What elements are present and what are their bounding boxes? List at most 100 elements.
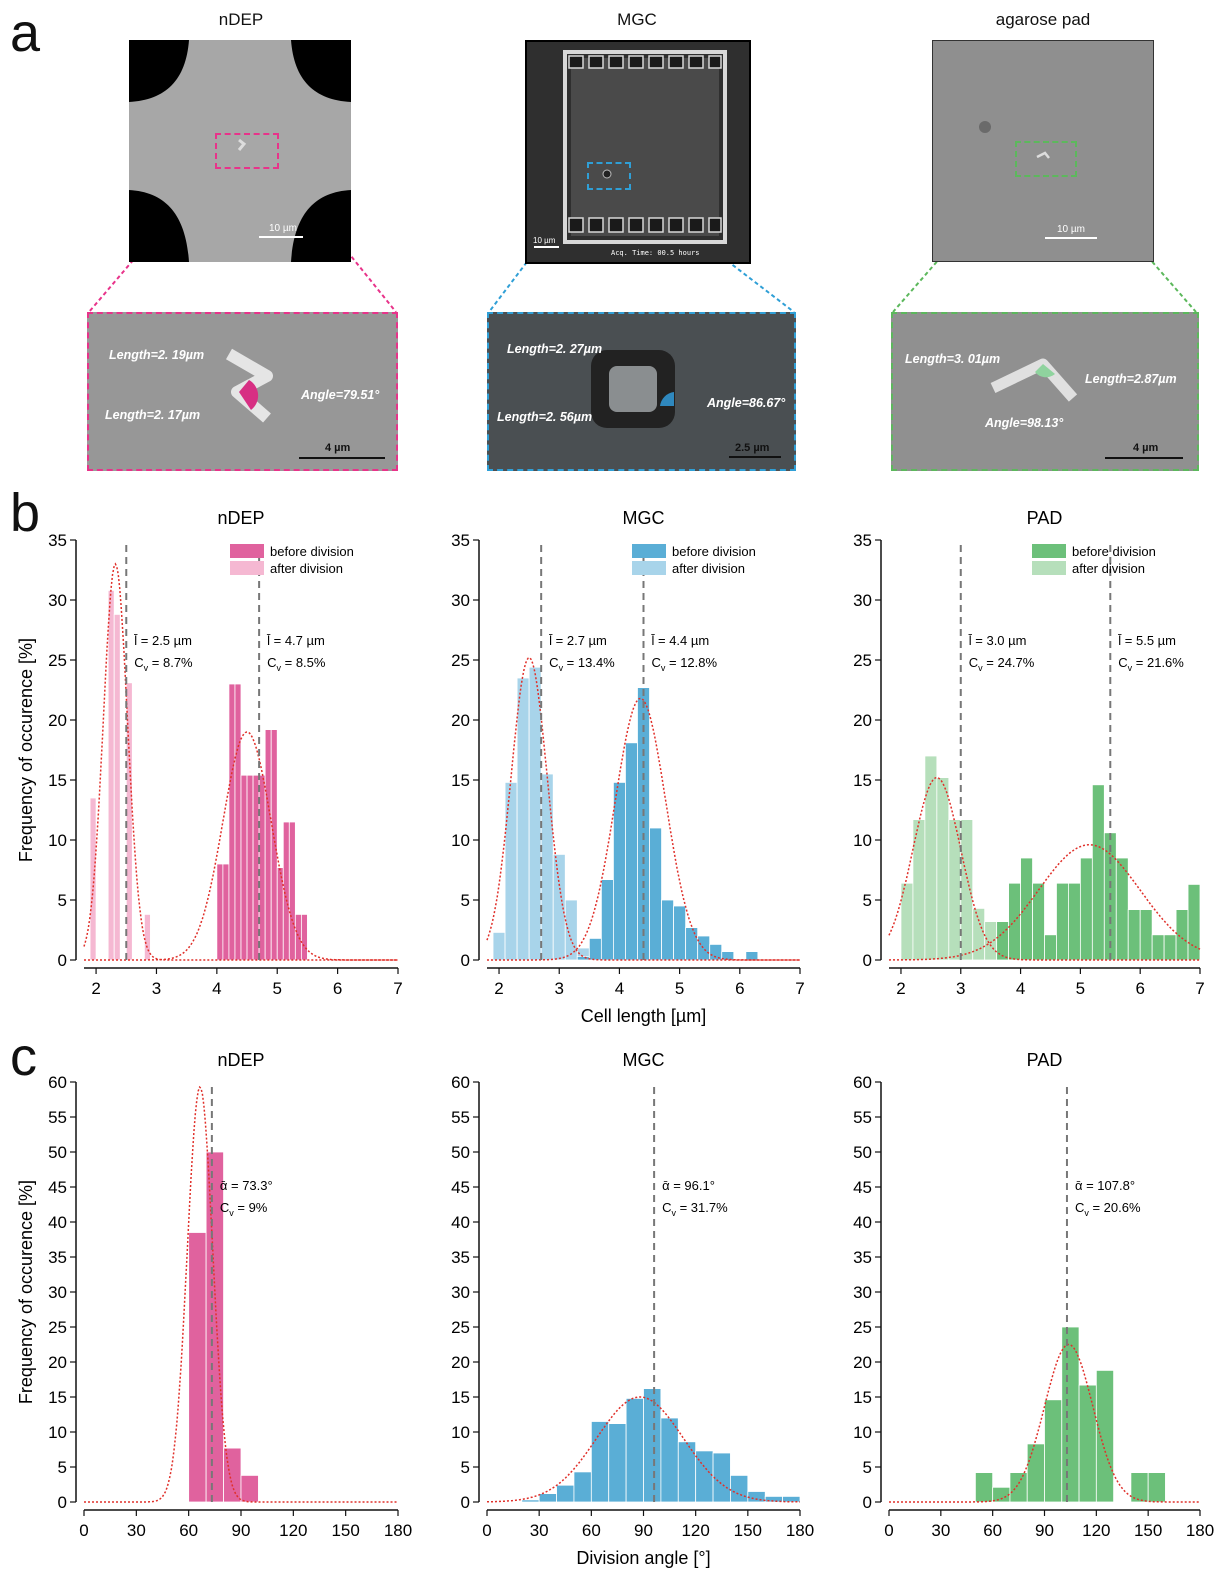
mgc-zoom-scale-bar [729,456,781,458]
panel-letter-b: b [10,483,41,543]
chart-b-pad-before-bar [1068,882,1081,961]
agarose-pad-angle-label: Angle=98.13° [985,416,1064,430]
chart-b-mgc-after-bar [492,932,506,961]
chart-b-ndep-cv-label-1: Cv = 8.5% [267,655,326,673]
chart-c-pad-bar [1044,1399,1063,1503]
chart-b-pad-after-bar [936,777,950,961]
mgc-acq-time: Acq. Time: 00.5 hours [611,249,700,257]
chart-c-mgc-bar [538,1493,557,1503]
ndep-length1-label: Length=2. 19µm [109,348,205,362]
chart-c-ndep-x-tick-label: 180 [384,1521,412,1540]
chart-b-mgc-y-tick-label: 5 [461,891,470,910]
chart-c-ndep-bar [240,1475,259,1503]
chart-c-mgc-bar [573,1471,592,1503]
chart-c-mgc-x-axis-label: Division angle [°] [576,1548,710,1568]
chart-b-mgc-y-tick-label: 20 [451,711,470,730]
chart-c-pad-fit-curve-0 [889,1343,1200,1503]
chart-b-ndep-x-tick-label: 3 [152,979,161,998]
chart-b-ndep-before-bar [246,774,254,961]
agarose-pad-scale-label: 10 µm [1057,224,1085,235]
chart-c-mgc-x-tick-label: 30 [530,1521,549,1540]
chart-b-mgc-after-bar [516,677,530,961]
chart-c-mgc-y-tick-label: 35 [451,1248,470,1267]
chart-b-ndep-x-tick-label: 6 [333,979,342,998]
panel-letter-c: c [10,1027,37,1087]
chart-b-pad-after-bar [984,921,998,961]
chart-b-ndep-before-bar [264,729,272,961]
chart-c-mgc-x-tick-label: 0 [482,1521,491,1540]
chart-c-mgc-cv-label-0: Cv = 31.7% [662,1200,728,1218]
chart-c-mgc-y-tick-label: 15 [451,1388,470,1407]
chart-b-ndep-legend-label-after: after division [270,561,343,576]
chart-b-mgc-x-tick-label: 5 [675,979,684,998]
chart-b-ndep-legend-label-before: before division [270,544,354,559]
chart-b-mgc-y-tick-label: 25 [451,651,470,670]
chart-c-mgc-y-tick-label: 50 [451,1143,470,1162]
chart-c-ndep-bar [223,1447,242,1503]
chart-b-ndep-before-bar [270,729,278,961]
chart-c-pad-y-tick-label: 20 [853,1353,872,1372]
chart-b-pad-after-bar [960,819,974,961]
chart-b-pad-after-bar [972,908,986,961]
chart-c-pad-bar [1147,1472,1166,1503]
chart-b-pad-before-bar [1139,909,1153,961]
chart-c-mgc-y-tick-label: 55 [451,1108,470,1127]
chart-b-pad-mean-label-0: l̄ = 3.0 µm [968,633,1026,648]
chart-c-mgc-y-tick-label: 40 [451,1213,470,1232]
chart-c-pad-x-tick-label: 0 [884,1521,893,1540]
chart-c-pad-bar [1009,1472,1028,1503]
ndep-scale-bar [259,236,303,238]
chart-c-mgc-y-tick-label: 10 [451,1423,470,1442]
chart-c-mgc-bar [712,1452,731,1503]
chart-c-ndep-y-tick-label: 25 [48,1318,67,1337]
ndep-scale-label: 10 µm [269,223,297,234]
chart-b-mgc-x-tick-label: 4 [615,979,624,998]
chart-c-ndep-y-tick-label: 45 [48,1178,67,1197]
chart-c-pad-y-tick-label: 55 [853,1108,872,1127]
chart-b-ndep-after-bar [107,590,115,961]
mgc-length1-label: Length=2. 27µm [507,342,603,356]
chart-b-pad-before-bar [1091,784,1105,961]
chart-c-mgc-mean-label-0: ᾱ = 96.1° [662,1178,715,1193]
chart-b-ndep-title: nDEP [217,508,264,528]
chart-c-ndep-x-tick-label: 120 [279,1521,307,1540]
chart-c-ndep-y-tick-label: 0 [58,1493,67,1512]
chart-c-pad-y-tick-label: 25 [853,1318,872,1337]
chart-b-pad-before-bar [1056,882,1069,961]
mgc-micrograph: 10 µm Acq. Time: 00.5 hours [525,40,751,264]
chart-b-pad-y-tick-label: 5 [863,891,872,910]
chart-c-ndep-y-tick-label: 20 [48,1353,67,1372]
chart-c-pad-y-tick-label: 10 [853,1423,872,1442]
chart-b-mgc-before-bar [576,956,590,961]
chart-b-mgc-before-bar [588,938,602,961]
chart-c-mgc-bar [747,1491,766,1503]
chart-b-pad-before-bar [1175,909,1189,961]
chart-b-mgc-after-bar [540,773,554,961]
chart-b-mgc-legend-swatch-before [632,544,666,558]
chart-b-pad-y-tick-label: 15 [853,771,872,790]
chart-c-mgc-bar [695,1450,714,1503]
chart-c-ndep-cv-label-0: Cv = 9% [220,1200,268,1218]
chart-b-mgc-cv-label-1: Cv = 12.8% [652,655,718,673]
agarose-pad-length1-label: Length=3. 01µm [905,352,1001,366]
chart-b-pad-before-bar [1163,934,1177,961]
chart-c-pad-title: PAD [1027,1050,1063,1070]
chart-c-ndep-mean-label-0: ᾱ = 73.3° [220,1178,273,1193]
chart-b-pad-y-tick-label: 0 [863,951,872,970]
chart-b-ndep-before-bar [240,774,248,961]
chart-c-pad-cv-label-0: Cv = 20.6% [1075,1200,1141,1218]
chart-b-pad-x-tick-label: 3 [956,979,965,998]
chart-b-pad-legend-swatch-after [1032,561,1066,575]
chart-b-mgc-y-tick-label: 10 [451,831,470,850]
mgc-roi-box [587,162,631,190]
chart-b-ndep-before-bar [288,821,296,961]
chart-c-ndep-bar [188,1232,207,1503]
chart-b-pad-after-bar [924,755,938,961]
chart-b-pad-x-tick-label: 7 [1195,979,1204,998]
mgc-length2-label: Length=2. 56µm [497,410,593,424]
chart-c-mgc-fit-curve-0 [487,1396,800,1503]
chart-b-mgc-x-tick-label: 3 [554,979,563,998]
chart-c-ndep-y-tick-label: 10 [48,1423,67,1442]
chart-c-mgc-bar [521,1499,540,1503]
chart-b-ndep-y-tick-label: 25 [48,651,67,670]
